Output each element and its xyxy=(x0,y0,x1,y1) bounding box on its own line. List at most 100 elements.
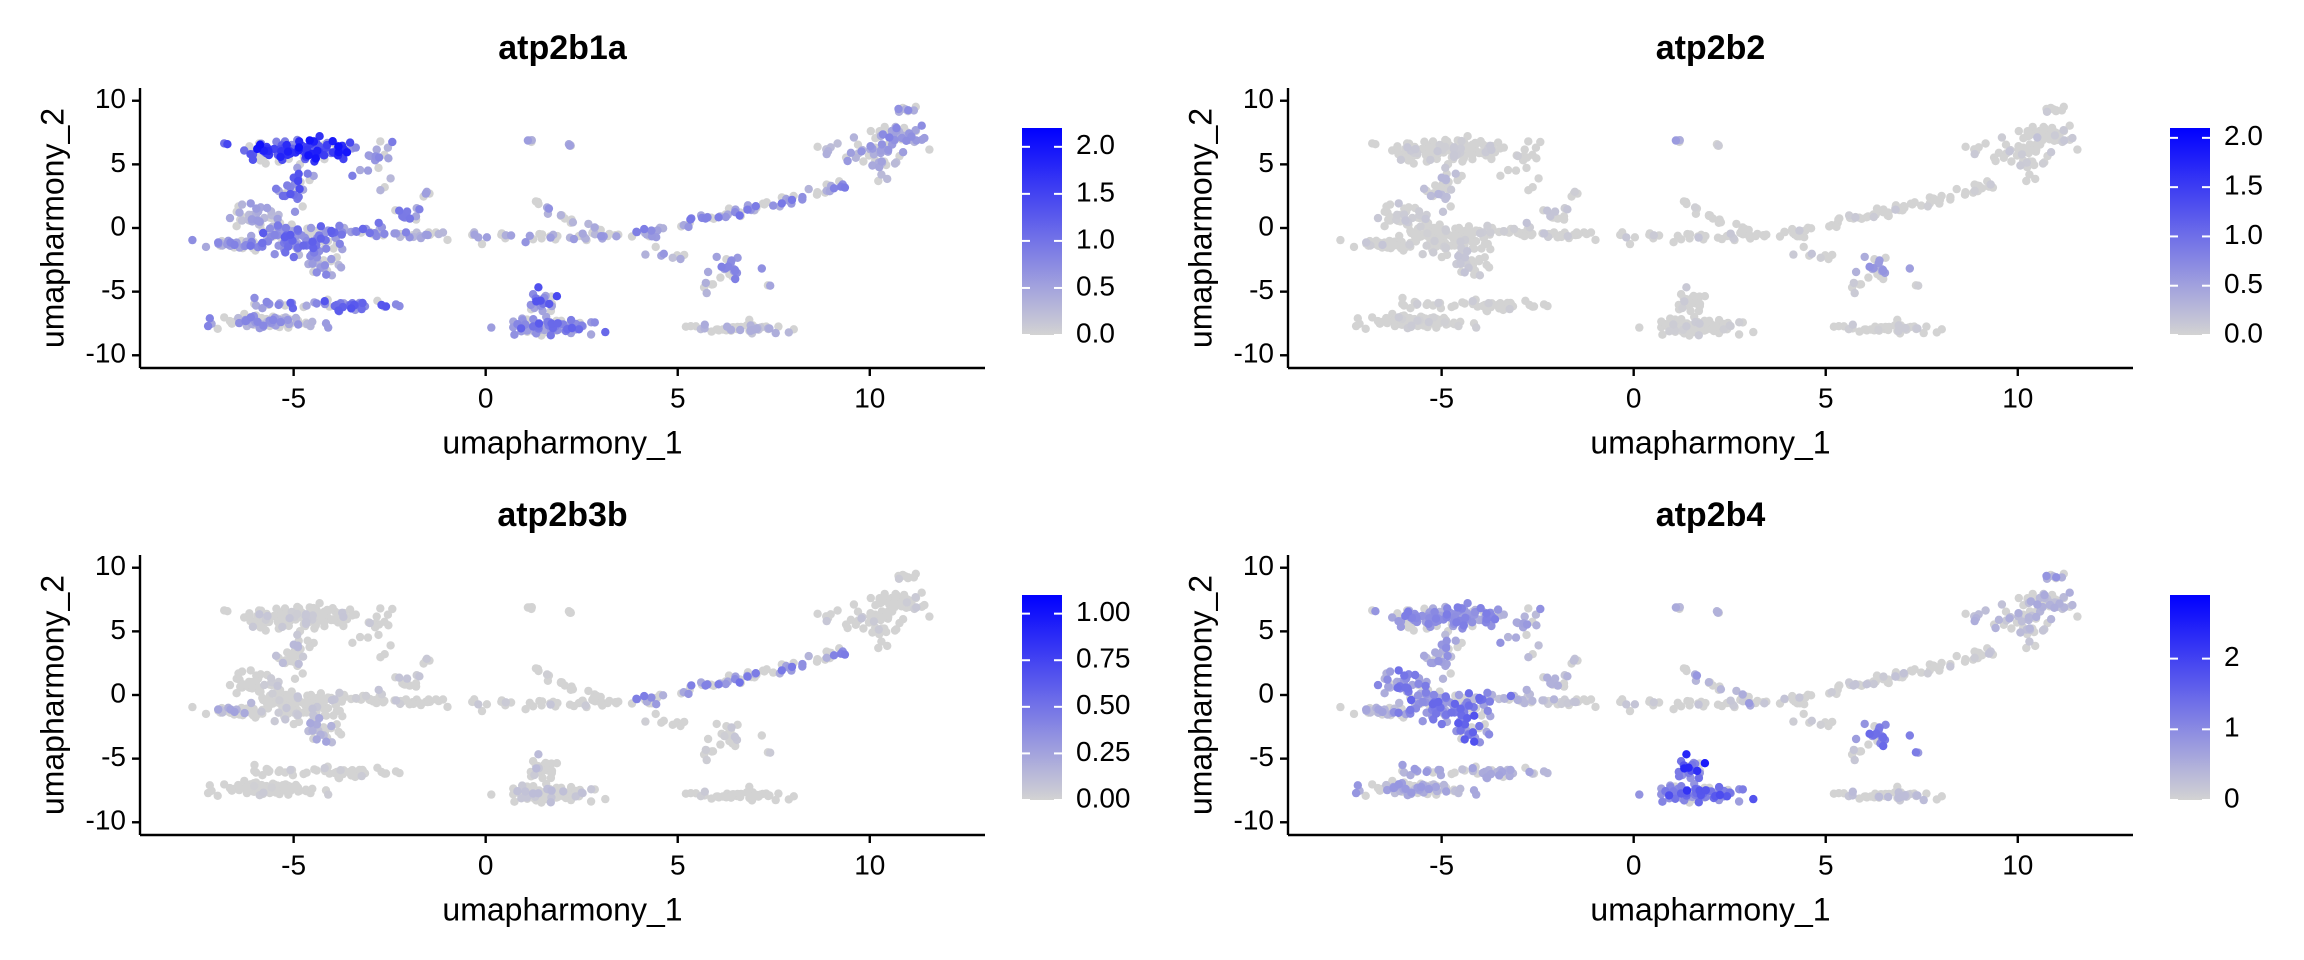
cell-point xyxy=(1475,693,1484,703)
cell-point xyxy=(294,787,303,796)
cell-point xyxy=(364,151,373,160)
cell-point xyxy=(1563,205,1572,214)
cell-point xyxy=(895,618,904,628)
cell-point xyxy=(470,230,479,239)
cell-point xyxy=(247,698,256,708)
y-tick-label: -5 xyxy=(1249,274,1274,305)
cell-point xyxy=(1394,617,1403,626)
cell-point xyxy=(1828,717,1837,727)
cell-point xyxy=(1418,717,1427,726)
cell-point xyxy=(659,249,668,258)
cell-point xyxy=(1483,706,1493,716)
cell-point xyxy=(510,797,519,806)
cell-point xyxy=(1984,649,1994,658)
cell-point xyxy=(308,259,317,268)
cell-point xyxy=(312,299,321,308)
cell-point xyxy=(235,318,244,328)
cell-point xyxy=(268,689,277,698)
cell-point xyxy=(293,692,302,701)
cell-point xyxy=(1970,149,1979,159)
cell-point xyxy=(1351,321,1361,331)
cell-point xyxy=(1442,636,1451,645)
cell-point xyxy=(925,145,934,154)
cell-point xyxy=(247,231,256,241)
cell-point xyxy=(714,680,723,689)
cell-point xyxy=(294,320,303,329)
cell-point xyxy=(293,225,302,234)
cell-point xyxy=(327,696,337,705)
cell-point xyxy=(365,228,374,238)
cell-point xyxy=(2024,131,2034,141)
cell-point xyxy=(357,771,366,781)
cell-point xyxy=(798,192,807,202)
feature-panel-atp2b2: atp2b2 -5 0 5 10 -10 -5 0 5 10 umapharmony_1 umapha… xyxy=(1182,29,2262,460)
cell-point xyxy=(1543,301,1552,311)
cell-point xyxy=(537,697,547,706)
cell-point xyxy=(386,174,395,183)
cell-point xyxy=(1463,132,1472,141)
cell-point xyxy=(335,239,344,249)
cell-point xyxy=(1407,613,1417,622)
cell-point xyxy=(283,242,293,251)
cell-point xyxy=(1421,688,1431,697)
cell-point xyxy=(301,617,311,627)
cell-point xyxy=(1630,233,1640,242)
cell-point xyxy=(383,610,393,619)
cell-point xyxy=(1404,623,1413,632)
cell-point xyxy=(1468,151,1477,160)
cell-point xyxy=(1922,322,1931,331)
cell-point xyxy=(1460,735,1469,744)
cell-point xyxy=(743,205,752,214)
cell-point xyxy=(237,200,247,209)
cell-point xyxy=(1685,230,1695,239)
cell-point xyxy=(372,698,381,708)
cell-point xyxy=(1421,214,1430,224)
cell-point xyxy=(668,253,677,262)
cell-point xyxy=(329,711,338,720)
cell-point xyxy=(851,620,860,629)
cell-point xyxy=(1860,252,1869,262)
x-axis-label: umapharmony_1 xyxy=(442,424,682,460)
cell-point xyxy=(293,609,302,619)
cell-point xyxy=(716,740,725,749)
cell-point xyxy=(1879,741,1888,751)
cell-point xyxy=(1447,708,1456,717)
cell-point xyxy=(2007,157,2016,166)
cell-point xyxy=(1384,682,1393,691)
cell-point xyxy=(334,772,344,781)
cell-point xyxy=(2026,597,2036,606)
cell-point xyxy=(912,603,921,612)
cell-point xyxy=(632,227,641,236)
cell-point xyxy=(1509,224,1519,234)
cell-point xyxy=(1680,764,1689,773)
cell-point xyxy=(651,709,660,719)
cell-point xyxy=(1734,330,1744,339)
cell-point xyxy=(339,621,348,631)
cell-point xyxy=(260,680,269,690)
cell-point xyxy=(361,691,371,701)
cell-point xyxy=(1828,250,1837,260)
cell-point xyxy=(1917,201,1926,210)
y-tick-label: 0 xyxy=(1258,677,1274,708)
cell-point xyxy=(2073,612,2082,621)
cell-point xyxy=(293,630,302,639)
cell-point xyxy=(1716,685,1726,694)
cell-point xyxy=(700,787,709,796)
cell-point xyxy=(868,628,877,637)
cell-point xyxy=(1520,612,1529,621)
cell-point xyxy=(348,171,357,180)
cell-point xyxy=(1522,620,1532,629)
cells-layer xyxy=(188,569,934,807)
cell-point xyxy=(2022,158,2032,167)
cell-point xyxy=(647,693,656,702)
cell-point xyxy=(1460,268,1469,277)
cell-point xyxy=(2042,571,2051,581)
cell-point xyxy=(1657,317,1666,326)
cell-point xyxy=(422,654,431,663)
cell-point xyxy=(225,680,235,690)
cell-point xyxy=(1851,734,1861,744)
cell-point xyxy=(1496,144,1505,153)
cell-point xyxy=(1482,773,1491,782)
cell-point xyxy=(2024,613,2034,622)
cell-point xyxy=(1395,698,1404,708)
